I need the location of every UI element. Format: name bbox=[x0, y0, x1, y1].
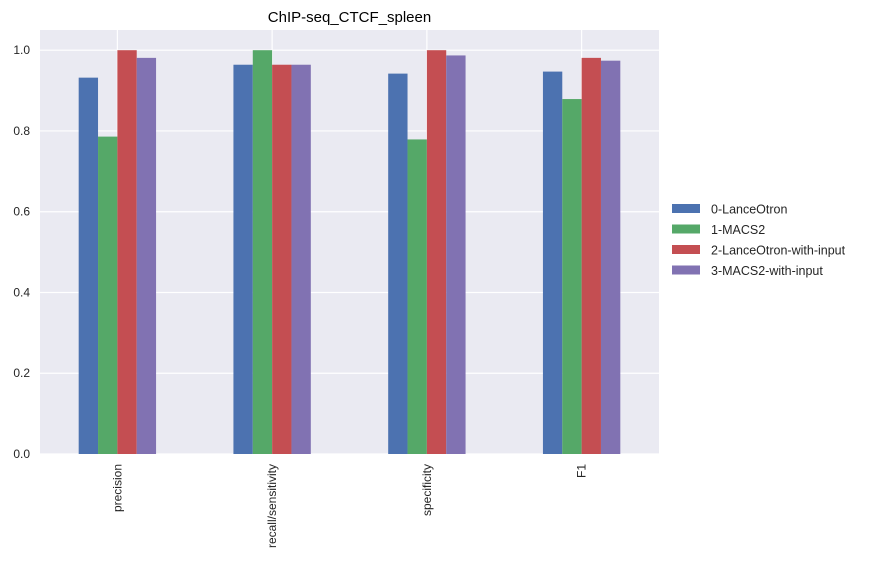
bar-1-MACS2-specificity bbox=[407, 139, 427, 455]
bar-0-LanceOtron-specificity bbox=[388, 73, 408, 455]
x-axis-ticks: precision recall/sensitivity specificity F1 bbox=[110, 464, 588, 548]
legend-swatch-3-MACS2-with-input bbox=[672, 265, 700, 275]
legend-swatch-2-LanceOtron-with-input bbox=[672, 245, 700, 254]
legend-label-3-MACS2-with-input: 3-MACS2-with-input bbox=[711, 264, 823, 278]
bar-3-MACS2-with-input-precision bbox=[136, 57, 157, 455]
bar-3-MACS2-with-input-specificity bbox=[446, 55, 466, 454]
x-tick-label: F1 bbox=[575, 464, 589, 478]
bar-3-MACS2-with-input-F1 bbox=[600, 60, 621, 455]
chart-title: ChIP-seq_CTCF_spleen bbox=[268, 9, 431, 26]
bar-2-LanceOtron-with-input-specificity bbox=[426, 50, 447, 454]
legend-swatch-1-MACS2 bbox=[672, 224, 700, 234]
x-tick-label: recall/sensitivity bbox=[265, 464, 279, 548]
y-tick-label: 0.6 bbox=[13, 205, 30, 219]
x-tick-label: precision bbox=[110, 464, 124, 512]
y-tick-label: 0.4 bbox=[13, 285, 30, 299]
bar-0-LanceOtron-F1 bbox=[542, 71, 563, 455]
y-tick-label: 1.0 bbox=[13, 43, 30, 57]
bar-1-MACS2-F1 bbox=[562, 99, 582, 455]
bars bbox=[78, 50, 621, 455]
bar-1-MACS2-recall/sensitivity bbox=[252, 50, 273, 454]
x-tick-label: specificity bbox=[420, 464, 434, 516]
legend-label-0-LanceOtron: 0-LanceOtron bbox=[711, 203, 787, 217]
legend-label-2-LanceOtron-with-input: 2-LanceOtron-with-input bbox=[711, 244, 846, 258]
bar-2-LanceOtron-with-input-precision bbox=[117, 50, 137, 454]
bar-1-MACS2-precision bbox=[98, 136, 118, 454]
y-tick-label: 0.2 bbox=[13, 366, 30, 380]
bar-3-MACS2-with-input-recall/sensitivity bbox=[291, 64, 311, 455]
y-axis-ticks: 0.0 0.2 0.4 0.6 0.8 1.0 bbox=[13, 43, 30, 461]
bar-0-LanceOtron-precision bbox=[78, 77, 99, 454]
y-tick-label: 0.0 bbox=[13, 447, 30, 461]
bar-0-LanceOtron-recall/sensitivity bbox=[233, 64, 253, 455]
legend: 0-LanceOtron 1-MACS2 2-LanceOtron-with-inp… bbox=[672, 203, 846, 278]
bar-2-LanceOtron-with-input-recall/sensitivity bbox=[272, 64, 292, 455]
y-tick-label: 0.8 bbox=[13, 124, 30, 138]
bar-2-LanceOtron-with-input-F1 bbox=[581, 57, 601, 455]
legend-swatch-0-LanceOtron bbox=[672, 204, 700, 213]
legend-label-1-MACS2: 1-MACS2 bbox=[711, 223, 765, 237]
